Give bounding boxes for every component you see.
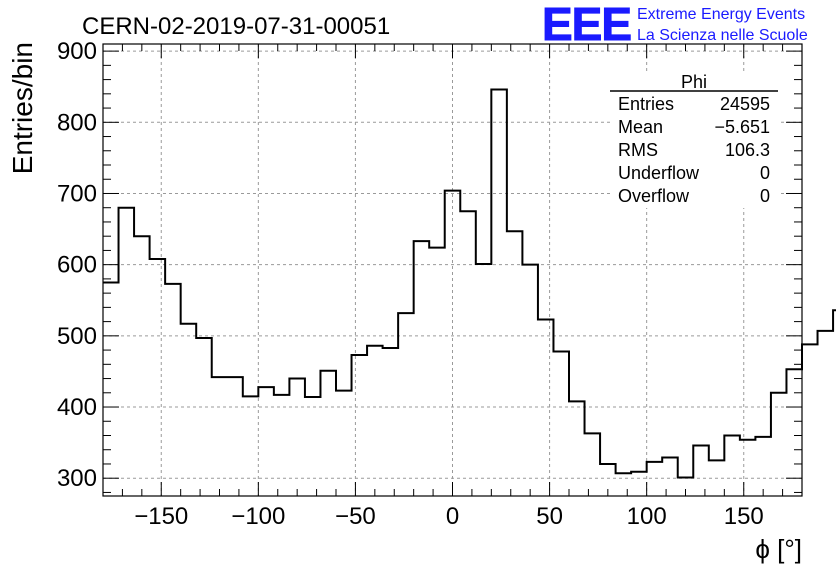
stats-label-underflow: Underflow bbox=[618, 163, 700, 183]
stats-label-rms: RMS bbox=[618, 140, 658, 160]
y-axis-label: Entries/bin bbox=[7, 42, 38, 174]
y-tick-label: 700 bbox=[57, 180, 97, 207]
stats-value-mean: −5.651 bbox=[714, 117, 770, 137]
x-tick-label: −50 bbox=[335, 503, 376, 530]
stats-label-mean: Mean bbox=[618, 117, 663, 137]
y-tick-label: 600 bbox=[57, 252, 97, 279]
logo-line-1: Extreme Energy Events bbox=[637, 6, 805, 23]
x-axis-label: ϕ [°] bbox=[755, 534, 802, 564]
stats-value-underflow: 0 bbox=[760, 163, 770, 183]
chart-title: CERN-02-2019-07-31-00051 bbox=[82, 13, 390, 40]
x-tick-label: 150 bbox=[724, 503, 764, 530]
y-tick-label: 300 bbox=[57, 465, 97, 492]
axis-tick-labels: −150 −100 −50 0 50 100 150 300 400 500 600 700 800 90… bbox=[57, 38, 764, 530]
y-tick-label: 400 bbox=[57, 394, 97, 421]
grid-layer bbox=[103, 44, 802, 496]
stats-box-background bbox=[610, 74, 778, 208]
y-tick-label: 900 bbox=[57, 38, 97, 65]
x-tick-label: 0 bbox=[446, 503, 459, 530]
logo-line-2: La Scienza nelle Scuole bbox=[637, 27, 808, 44]
y-tick-label: 800 bbox=[57, 109, 97, 136]
axis-ticks bbox=[102, 44, 803, 496]
x-tick-label: −150 bbox=[134, 503, 188, 530]
stats-value-overflow: 0 bbox=[760, 186, 770, 206]
stats-label-entries: Entries bbox=[618, 94, 674, 114]
x-tick-label: 100 bbox=[627, 503, 667, 530]
stats-value-entries: 24595 bbox=[720, 94, 770, 114]
stats-value-rms: 106.3 bbox=[725, 140, 770, 160]
histogram-series-line bbox=[103, 88, 836, 479]
eee-logo-letters: EEE bbox=[542, 0, 631, 50]
stats-label-overflow: Overflow bbox=[618, 186, 690, 206]
y-tick-label: 500 bbox=[57, 323, 97, 350]
x-tick-label: 50 bbox=[536, 503, 563, 530]
stats-title: Phi bbox=[681, 72, 707, 92]
x-tick-label: −100 bbox=[231, 503, 285, 530]
stats-box: Phi Entries 24595 Mean −5.651 RMS 106.3 … bbox=[610, 72, 778, 208]
